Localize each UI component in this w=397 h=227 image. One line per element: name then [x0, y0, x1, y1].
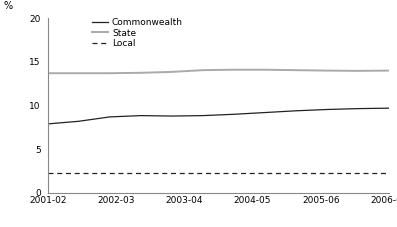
Local	[45, 171, 50, 174]
Local	[76, 171, 81, 174]
State	[387, 69, 391, 72]
Local	[387, 171, 391, 174]
Commonwealth	[293, 109, 298, 112]
Commonwealth	[200, 114, 205, 117]
Text: %: %	[3, 1, 12, 11]
Commonwealth	[139, 114, 143, 117]
State	[231, 68, 236, 71]
State	[356, 69, 360, 72]
Commonwealth	[325, 108, 330, 111]
Line: Commonwealth: Commonwealth	[48, 108, 389, 124]
Local	[262, 171, 267, 174]
Local	[325, 171, 330, 174]
State	[293, 69, 298, 72]
Line: State: State	[48, 70, 389, 73]
Local	[139, 171, 143, 174]
Commonwealth	[107, 116, 112, 118]
State	[139, 72, 143, 74]
Commonwealth	[387, 107, 391, 110]
State	[262, 68, 267, 71]
Commonwealth	[262, 111, 267, 114]
Legend: Commonwealth, State, Local: Commonwealth, State, Local	[92, 18, 183, 48]
Local	[170, 171, 174, 174]
State	[76, 72, 81, 75]
Local	[293, 171, 298, 174]
Local	[200, 171, 205, 174]
Commonwealth	[356, 107, 360, 110]
State	[45, 72, 50, 75]
Local	[356, 171, 360, 174]
Commonwealth	[76, 120, 81, 123]
Local	[107, 171, 112, 174]
Commonwealth	[170, 115, 174, 117]
Commonwealth	[45, 123, 50, 125]
State	[170, 71, 174, 73]
State	[200, 69, 205, 72]
State	[107, 72, 112, 75]
State	[325, 69, 330, 72]
Local	[231, 171, 236, 174]
Commonwealth	[231, 113, 236, 116]
